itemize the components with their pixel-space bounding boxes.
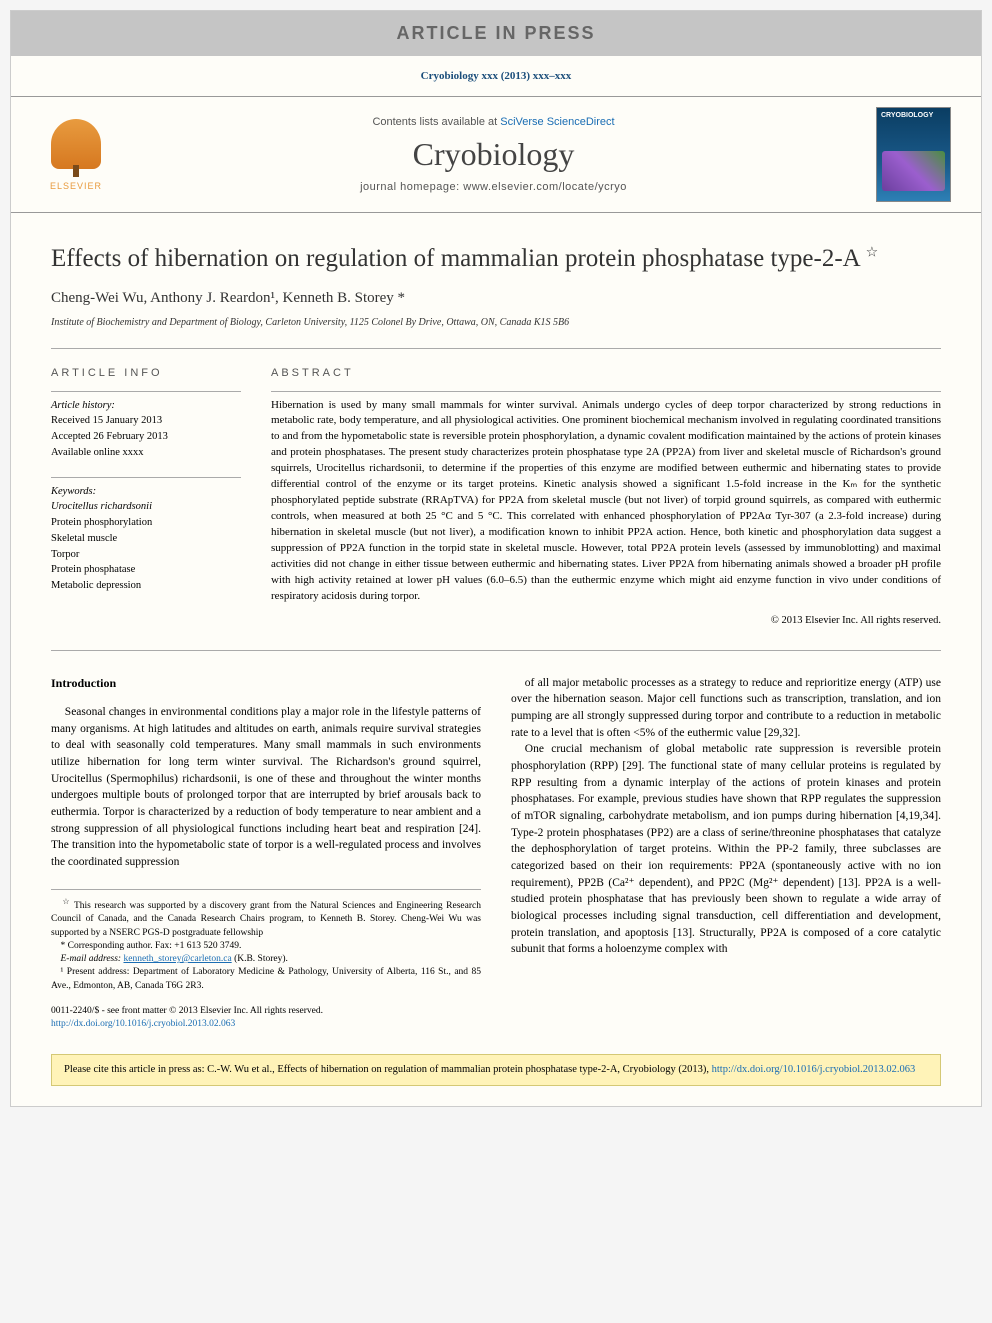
body-columns: Introduction Seasonal changes in environ… [51, 650, 941, 1032]
email-link[interactable]: kenneth_storey@carleton.ca [123, 954, 231, 964]
keyword-item: Protein phosphorylation [51, 515, 241, 531]
contents-list-line: Contents lists available at SciVerse Sci… [126, 116, 861, 128]
elsevier-logo[interactable]: ELSEVIER [41, 115, 111, 195]
star-icon: ☆ [62, 897, 70, 906]
article-in-press-banner: ARTICLE IN PRESS [11, 11, 981, 56]
footnote-funding-text: This research was supported by a discove… [51, 901, 481, 938]
footnote-email: E-mail address: kenneth_storey@carleton.… [51, 953, 481, 966]
keyword-item: Skeletal muscle [51, 531, 241, 547]
contents-prefix: Contents lists available at [372, 116, 500, 128]
keyword-item: Metabolic depression [51, 578, 241, 594]
abstract-copyright: © 2013 Elsevier Inc. All rights reserved… [271, 615, 941, 626]
email-label: E-mail address: [61, 954, 124, 964]
homepage-prefix: journal homepage: [360, 181, 463, 193]
authors-line: Cheng-Wei Wu, Anthony J. Reardon¹, Kenne… [51, 290, 941, 307]
keyword-item: Torpor [51, 547, 241, 563]
journal-homepage-line: journal homepage: www.elsevier.com/locat… [126, 181, 861, 193]
keyword-item: Protein phosphatase [51, 562, 241, 578]
footnote-funding: ☆ This research was supported by a disco… [51, 896, 481, 940]
masthead-center: Contents lists available at SciVerse Sci… [126, 116, 861, 193]
affiliation: Institute of Biochemistry and Department… [51, 317, 941, 328]
body-paragraph: One crucial mechanism of global metaboli… [511, 741, 941, 958]
body-right-column: of all major metabolic processes as a st… [511, 675, 941, 1032]
history-label: Article history: [51, 398, 241, 414]
received-date: Received 15 January 2013 [51, 413, 241, 429]
cover-title: CRYOBIOLOGY [877, 108, 950, 123]
article-page: ARTICLE IN PRESS Cryobiology xxx (2013) … [10, 10, 982, 1107]
footer-rights: 0011-2240/$ - see front matter © 2013 El… [51, 1005, 481, 1032]
cover-image-icon [882, 151, 945, 191]
citation-text: Please cite this article in press as: C.… [64, 1064, 712, 1075]
title-footnote-mark: ☆ [866, 246, 879, 261]
footnote-corresponding: * Corresponding author. Fax: +1 613 520 … [51, 940, 481, 953]
article-info-heading: ARTICLE INFO [51, 367, 241, 379]
keyword-item: Urocitellus richardsonii [51, 499, 241, 515]
article-info-column: ARTICLE INFO Article history: Received 1… [51, 367, 241, 626]
article-history: Article history: Received 15 January 201… [51, 391, 241, 461]
online-date: Available online xxxx [51, 445, 241, 461]
email-suffix: (K.B. Storey). [234, 954, 288, 964]
masthead: ELSEVIER Contents lists available at Sci… [11, 96, 981, 213]
body-paragraph: Seasonal changes in environmental condit… [51, 704, 481, 871]
doi-link[interactable]: http://dx.doi.org/10.1016/j.cryobiol.201… [51, 1019, 235, 1029]
article-content: Effects of hibernation on regulation of … [11, 213, 981, 1042]
homepage-url[interactable]: www.elsevier.com/locate/ycryo [463, 181, 627, 193]
citation-doi-link[interactable]: http://dx.doi.org/10.1016/j.cryobiol.201… [712, 1064, 916, 1075]
keywords-label: Keywords: [51, 484, 241, 500]
meta-row: ARTICLE INFO Article history: Received 1… [51, 348, 941, 626]
abstract-text: Hibernation is used by many small mammal… [271, 391, 941, 605]
abstract-column: ABSTRACT Hibernation is used by many sma… [271, 367, 941, 626]
keywords-block: Keywords: Urocitellus richardsonii Prote… [51, 477, 241, 594]
title-text: Effects of hibernation on regulation of … [51, 245, 859, 272]
body-paragraph: of all major metabolic processes as a st… [511, 675, 941, 742]
journal-name: Cryobiology [126, 136, 861, 173]
footnote-present-address: ¹ Present address: Department of Laborat… [51, 966, 481, 993]
elsevier-label: ELSEVIER [50, 181, 102, 191]
journal-cover-thumbnail[interactable]: CRYOBIOLOGY [876, 107, 951, 202]
citation-box: Please cite this article in press as: C.… [51, 1054, 941, 1087]
article-title: Effects of hibernation on regulation of … [51, 243, 941, 276]
footnotes: ☆ This research was supported by a disco… [51, 889, 481, 993]
sciencedirect-link[interactable]: SciVerse ScienceDirect [500, 116, 614, 128]
front-matter-line: 0011-2240/$ - see front matter © 2013 El… [51, 1005, 481, 1018]
journal-reference: Cryobiology xxx (2013) xxx–xxx [11, 56, 981, 96]
elsevier-tree-icon [51, 119, 101, 169]
introduction-heading: Introduction [51, 675, 481, 692]
body-left-column: Introduction Seasonal changes in environ… [51, 675, 481, 1032]
abstract-heading: ABSTRACT [271, 367, 941, 379]
accepted-date: Accepted 26 February 2013 [51, 429, 241, 445]
